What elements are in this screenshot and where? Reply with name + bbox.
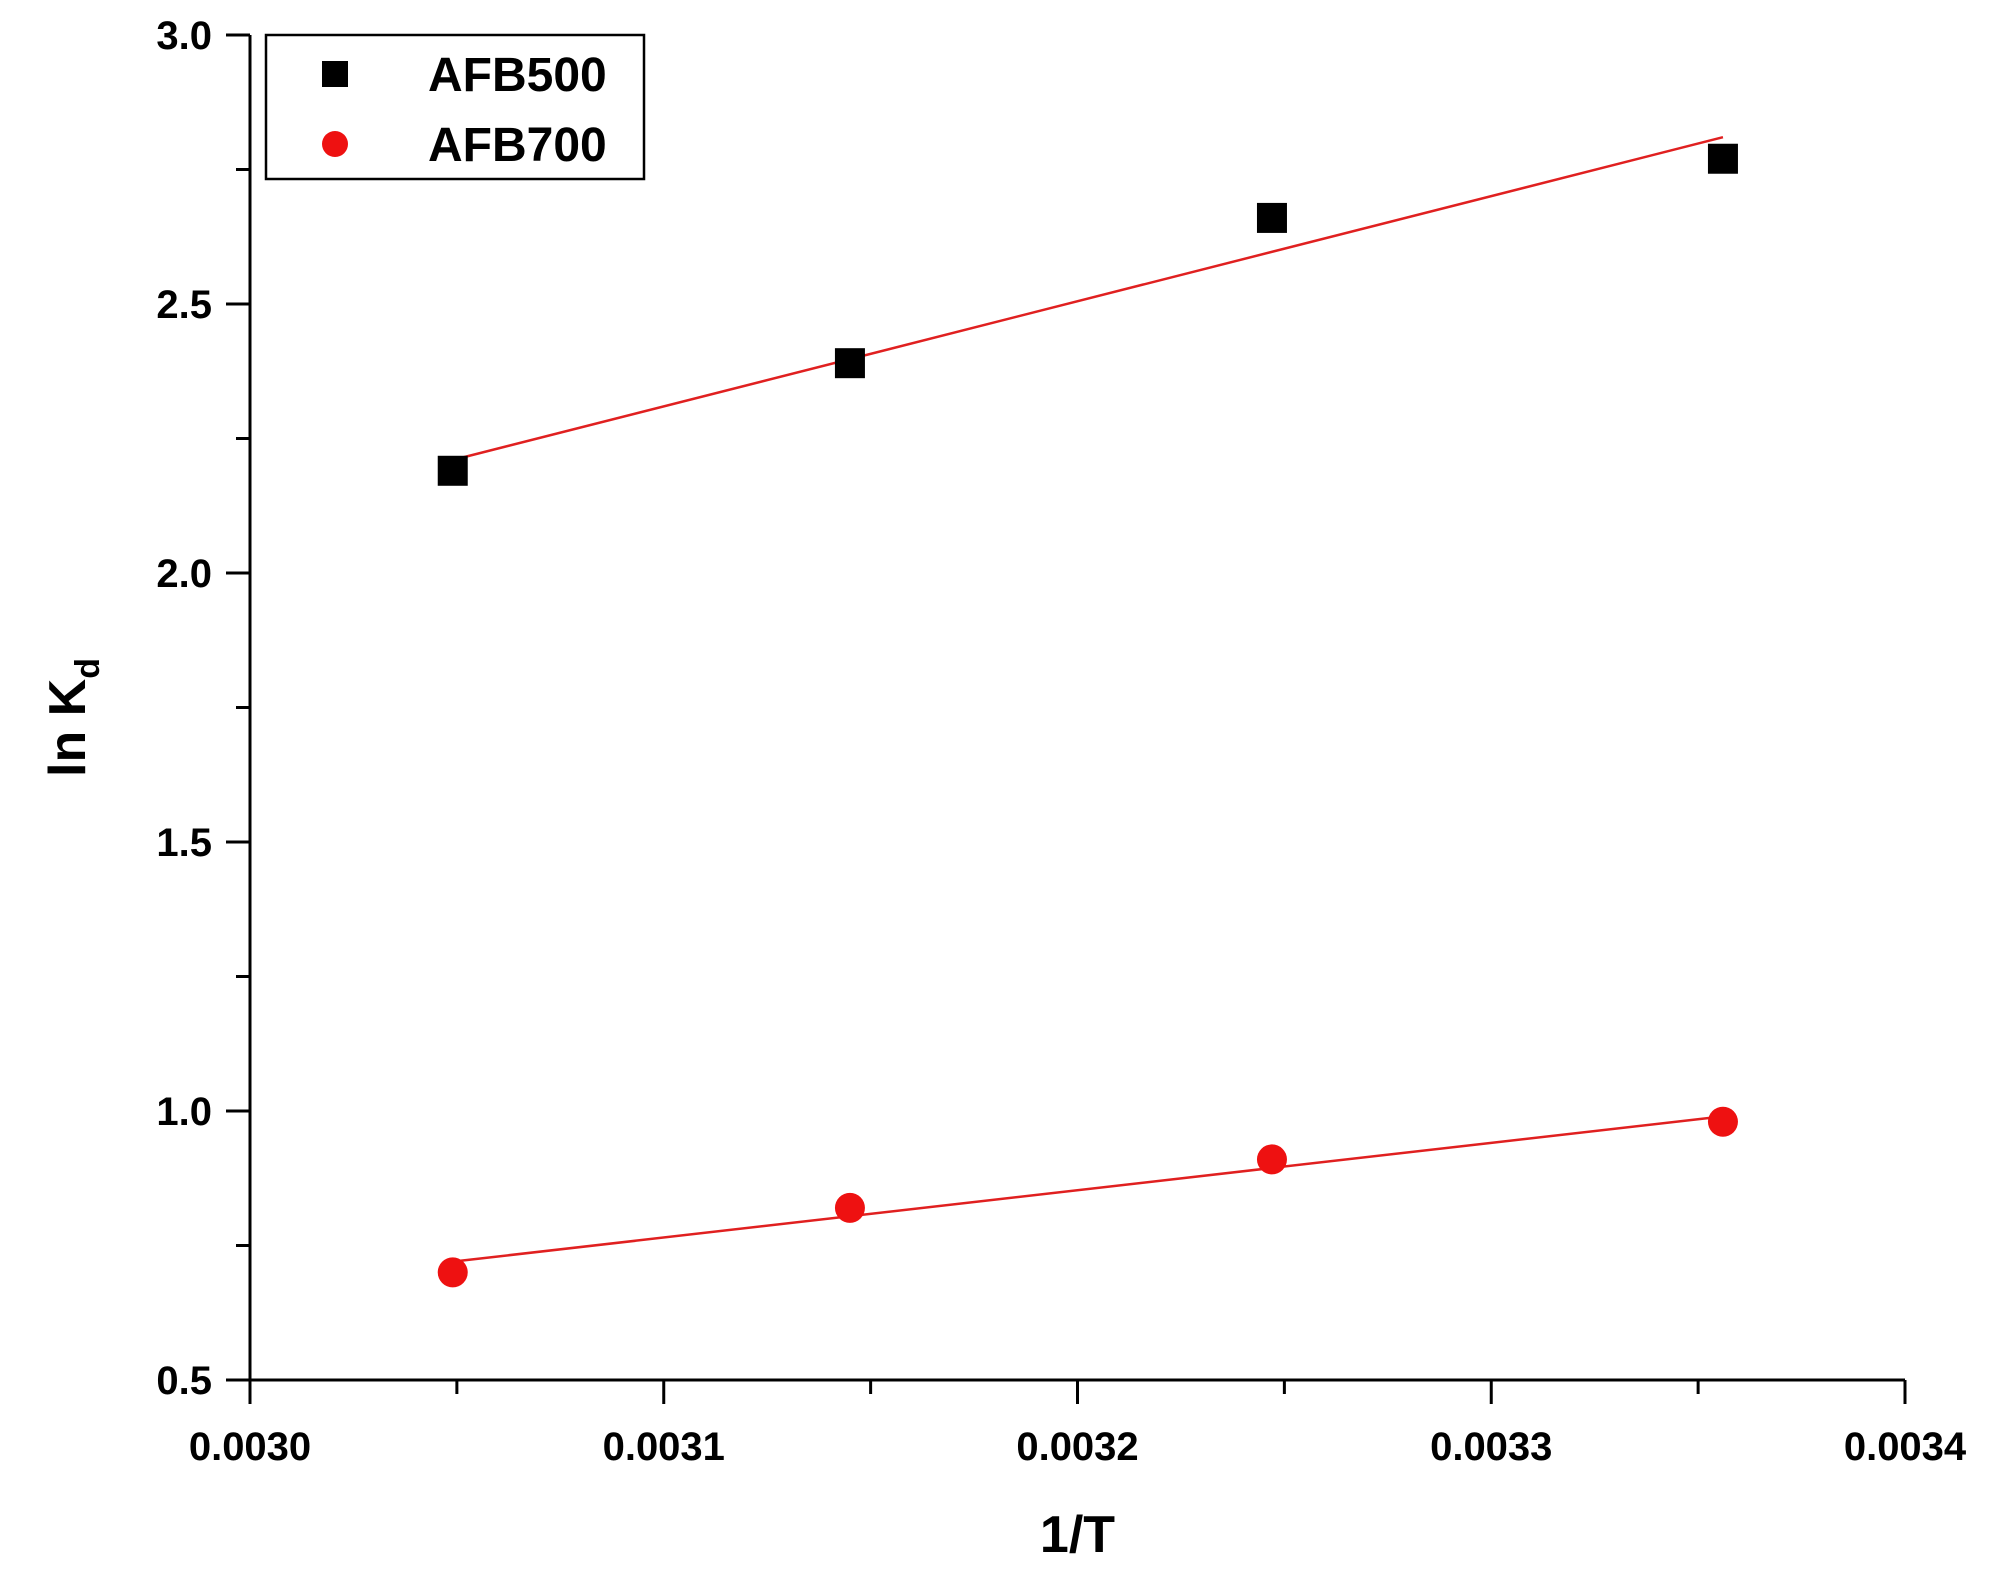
fit-lines <box>452 136 1724 1263</box>
x-axis-title: 1/T <box>1040 1506 1115 1564</box>
y-tick-label: 3.0 <box>156 14 212 58</box>
fit-line <box>452 1115 1724 1263</box>
data-points <box>437 143 1738 1288</box>
x-tick-label: 0.0034 <box>1844 1425 1967 1469</box>
y-axis-title: ln Kd <box>39 658 107 777</box>
data-point-square <box>834 348 865 379</box>
x-tick-label: 0.0033 <box>1430 1425 1552 1469</box>
data-point-square <box>437 455 468 486</box>
x-tick-label: 0.0030 <box>189 1425 311 1469</box>
legend: AFB500 AFB700 <box>264 33 646 181</box>
y-tick-label: 1.5 <box>156 821 212 865</box>
y-tick-label: 1.0 <box>156 1090 212 1134</box>
y-tick-label: 2.0 <box>156 552 212 596</box>
fit-line <box>452 136 1724 462</box>
y-tick-label: 2.5 <box>156 283 212 327</box>
y-axis-title-subscript: d <box>69 658 107 679</box>
data-point-square <box>1256 202 1287 233</box>
axes: 0.0030 0.0031 0.0032 0.0033 0.0034 0.5 1.0 1.5 2… <box>156 14 1967 1469</box>
data-point-circle <box>437 1257 468 1288</box>
legend-marker-square <box>322 61 348 87</box>
legend-label: AFB500 <box>428 49 607 102</box>
data-point-circle <box>1256 1144 1287 1175</box>
x-tick-label: 0.0031 <box>603 1425 725 1469</box>
x-tick-label: 0.0032 <box>1016 1425 1138 1469</box>
legend-marker-circle <box>322 131 348 157</box>
data-point-circle <box>1707 1106 1738 1137</box>
y-axis-title-main: ln K <box>39 678 97 777</box>
y-tick-label: 0.5 <box>156 1359 212 1403</box>
data-point-square <box>1707 143 1738 174</box>
data-point-circle <box>834 1192 865 1223</box>
legend-label: AFB700 <box>428 119 607 172</box>
